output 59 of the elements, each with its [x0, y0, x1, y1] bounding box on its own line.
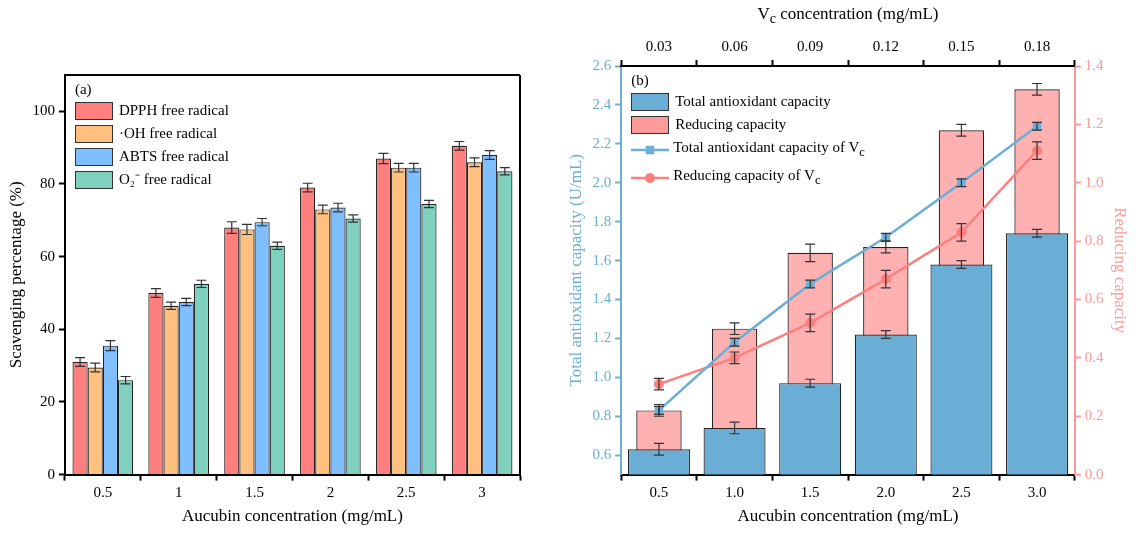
x2-tick-label: 0.09	[797, 37, 824, 54]
y-tick-label: 2.0	[592, 173, 612, 190]
y-tick-label: 100	[32, 102, 55, 119]
y2-tick-label: 1.2	[1084, 115, 1104, 132]
x-tick-label: 0.5	[649, 483, 669, 500]
y2-tick-label: 0.6	[1084, 290, 1105, 307]
y-tick-label: 60	[39, 247, 55, 264]
y-tick-label: 2.6	[592, 56, 612, 73]
legend-label: O₂⁻ free radical	[118, 170, 212, 189]
legend-label: Reducing capacity	[675, 115, 787, 134]
x-tick-label: 3.0	[1027, 483, 1047, 500]
y2-tick-label: 0.2	[1084, 407, 1104, 424]
y-tick-label: 1.0	[592, 368, 612, 385]
y-tick-label: 1.6	[592, 251, 612, 268]
x2-tick-label: 0.03	[645, 37, 673, 54]
y2-tick-label: 0.8	[1084, 232, 1104, 249]
legend-label: Reducing capacity of V$_{c}$	[673, 166, 821, 189]
x2-tick-label: 0.06	[721, 37, 749, 54]
y-tick-label: 1.8	[592, 212, 612, 229]
y2-tick-label: 1.0	[1084, 173, 1104, 190]
y2-tick-label: 1.4	[1084, 56, 1105, 73]
x-tick-label: 1.5	[800, 483, 820, 500]
legend-label: Total antioxidant capacity of V$_{c}$	[673, 138, 865, 161]
x-tick-label: 2.5	[952, 483, 971, 500]
x-tick-label: 1	[174, 483, 183, 500]
y2-tick-label: 0.4	[1084, 348, 1105, 365]
y-tick-label: 2.2	[592, 134, 612, 151]
annotation: (a)	[74, 81, 92, 99]
x-tick-label: 1.5	[245, 483, 264, 500]
x-tick-label: 3	[478, 483, 486, 500]
legend-label: Total antioxidant capacity	[675, 92, 831, 111]
legend-label: ABTS free radical	[118, 147, 229, 166]
legend-label: ·OH free radical	[118, 124, 218, 143]
y-tick-label: 80	[39, 174, 55, 191]
y-tick-label: 0.8	[592, 407, 612, 424]
y-tick-label: 20	[39, 392, 55, 409]
y-tick-label: 1.4	[592, 290, 612, 307]
x-tick-label: 2	[326, 483, 335, 500]
y-tick-label: 40	[39, 320, 55, 337]
x-tick-label: 1.0	[725, 483, 744, 500]
y-axis-title: Scavenging percentage (%)	[5, 181, 25, 369]
x-tick-label: 0.5	[93, 483, 113, 500]
x-axis-title: Aucubin concentration (mg/mL)	[181, 506, 403, 526]
x-axis-title: Aucubin concentration (mg/mL)	[737, 506, 959, 526]
annotation: (b)	[631, 72, 649, 90]
x2-tick-label: 0.15	[948, 37, 975, 54]
legend-label: DPPH free radical	[118, 101, 229, 120]
y-tick-label: 0.6	[592, 446, 612, 463]
x-tick-label: 2.5	[396, 483, 416, 500]
x-tick-label: 2.0	[876, 483, 896, 500]
x2-axis-title: V$_{c}$ concentration (mg/mL)	[756, 4, 940, 28]
x2-tick-label: 0.18	[1023, 37, 1051, 54]
y-tick-label: 0	[47, 465, 55, 482]
y-tick-label: 2.4	[592, 95, 612, 112]
y-axis-title: Total antioxidant capacity (U/mL)	[565, 154, 585, 387]
y2-tick-label: 0.0	[1084, 465, 1104, 482]
y-tick-label: 1.2	[592, 329, 612, 346]
y2-axis-title: Reducing capacity	[1111, 207, 1131, 334]
x2-tick-label: 0.12	[872, 37, 899, 54]
